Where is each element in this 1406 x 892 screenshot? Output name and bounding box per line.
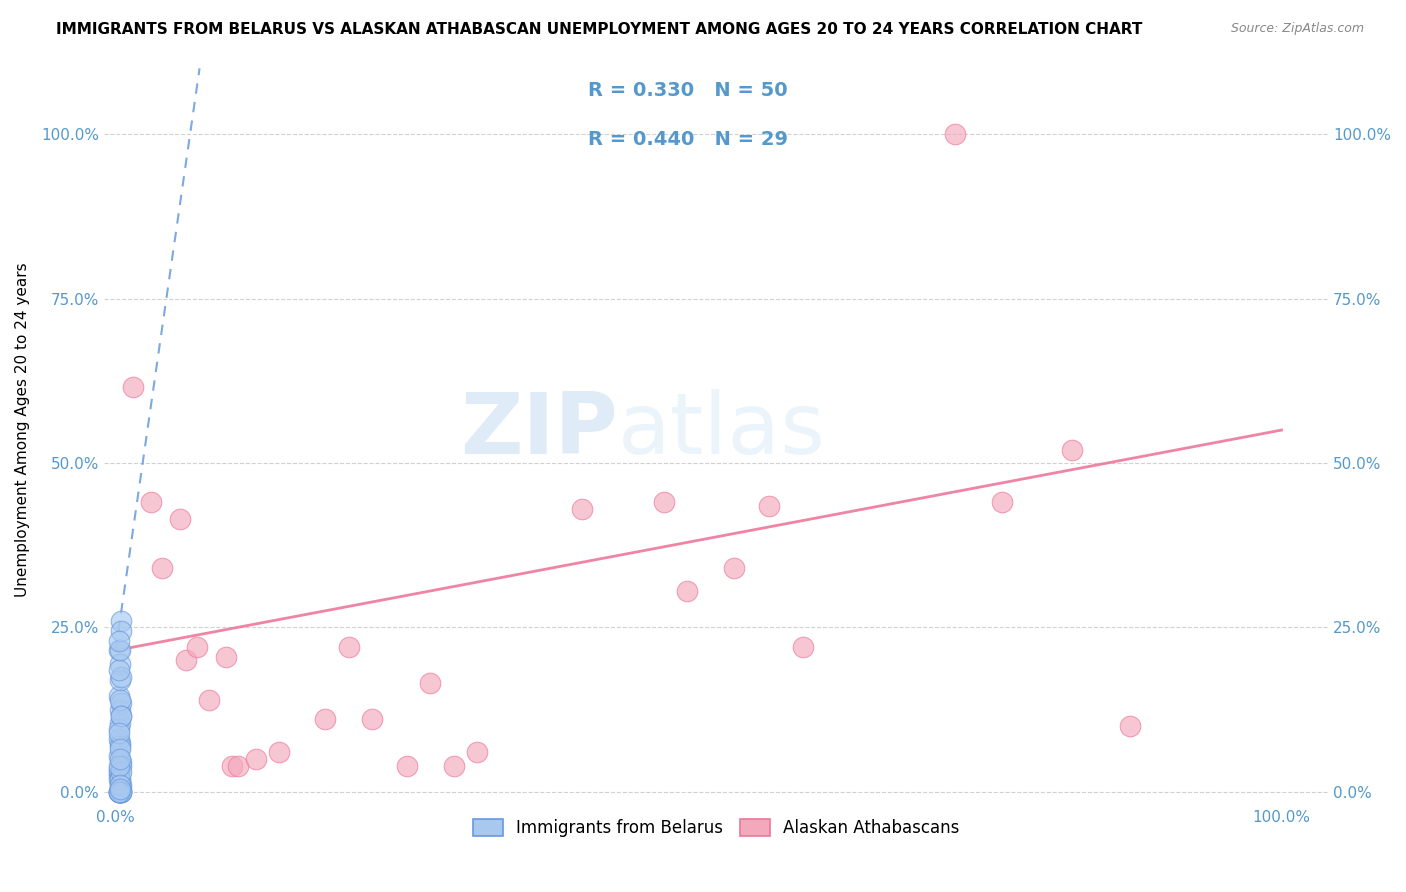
Point bbox=[110, 742, 132, 756]
Point bbox=[108, 732, 131, 747]
Point bbox=[198, 692, 221, 706]
Point bbox=[110, 643, 132, 657]
Text: R = 0.440   N = 29: R = 0.440 N = 29 bbox=[588, 130, 787, 149]
Point bbox=[110, 781, 132, 796]
Point bbox=[110, 624, 132, 638]
Point bbox=[110, 758, 132, 772]
Point bbox=[150, 561, 173, 575]
Point bbox=[110, 715, 132, 730]
Point bbox=[108, 785, 131, 799]
Point bbox=[108, 643, 131, 657]
Point bbox=[110, 772, 132, 786]
Point bbox=[110, 778, 132, 792]
Point bbox=[990, 495, 1012, 509]
Point bbox=[108, 633, 131, 648]
Point bbox=[465, 745, 488, 759]
Text: atlas: atlas bbox=[619, 389, 827, 472]
Point bbox=[108, 762, 131, 776]
Point bbox=[110, 673, 132, 687]
Point bbox=[110, 785, 132, 799]
Point bbox=[108, 725, 131, 739]
Point bbox=[110, 703, 132, 717]
Point bbox=[110, 657, 132, 671]
Point bbox=[110, 709, 132, 723]
Point bbox=[337, 640, 360, 654]
Point bbox=[110, 785, 132, 799]
Point bbox=[215, 650, 238, 665]
Text: Source: ZipAtlas.com: Source: ZipAtlas.com bbox=[1230, 22, 1364, 36]
Point bbox=[110, 752, 132, 766]
Point bbox=[108, 663, 131, 677]
Point bbox=[110, 614, 132, 628]
Point bbox=[267, 745, 290, 759]
Point bbox=[110, 670, 132, 684]
Point bbox=[174, 653, 197, 667]
Point bbox=[110, 778, 132, 792]
Point bbox=[314, 713, 336, 727]
Point bbox=[110, 756, 132, 770]
Point bbox=[108, 723, 131, 737]
Point bbox=[758, 499, 780, 513]
Point bbox=[108, 772, 131, 786]
Point bbox=[169, 512, 191, 526]
Text: ZIP: ZIP bbox=[460, 389, 619, 472]
Point bbox=[443, 758, 465, 772]
Y-axis label: Unemployment Among Ages 20 to 24 years: Unemployment Among Ages 20 to 24 years bbox=[15, 263, 30, 598]
Point bbox=[652, 495, 675, 509]
Point bbox=[108, 748, 131, 763]
Point bbox=[110, 775, 132, 789]
Point bbox=[110, 739, 132, 753]
Point bbox=[1119, 719, 1142, 733]
Point bbox=[226, 758, 249, 772]
Point bbox=[571, 502, 593, 516]
Point bbox=[108, 765, 131, 780]
Point bbox=[221, 758, 243, 772]
Point bbox=[139, 495, 162, 509]
Point bbox=[792, 640, 814, 654]
Point bbox=[108, 768, 131, 782]
Point bbox=[361, 713, 384, 727]
Point bbox=[110, 785, 132, 799]
Point bbox=[108, 785, 131, 799]
Point bbox=[110, 735, 132, 749]
Point bbox=[245, 752, 267, 766]
Point bbox=[108, 690, 131, 704]
Point bbox=[108, 785, 131, 799]
Point bbox=[1060, 442, 1083, 457]
Legend: Immigrants from Belarus, Alaskan Athabascans: Immigrants from Belarus, Alaskan Athabas… bbox=[464, 811, 967, 846]
Point bbox=[110, 692, 132, 706]
Point bbox=[122, 380, 145, 394]
Point bbox=[396, 758, 419, 772]
Point bbox=[419, 676, 441, 690]
Point bbox=[108, 785, 131, 799]
Point bbox=[723, 561, 745, 575]
Point bbox=[676, 584, 699, 599]
Point bbox=[186, 640, 208, 654]
Point bbox=[110, 765, 132, 780]
Point bbox=[110, 778, 132, 792]
Text: R = 0.330   N = 50: R = 0.330 N = 50 bbox=[588, 81, 787, 101]
Point bbox=[943, 127, 966, 141]
Point bbox=[108, 758, 131, 772]
Point bbox=[110, 696, 132, 710]
Point bbox=[110, 709, 132, 723]
Point bbox=[110, 785, 132, 799]
Text: IMMIGRANTS FROM BELARUS VS ALASKAN ATHABASCAN UNEMPLOYMENT AMONG AGES 20 TO 24 Y: IMMIGRANTS FROM BELARUS VS ALASKAN ATHAB… bbox=[56, 22, 1143, 37]
Point bbox=[108, 785, 131, 799]
Point bbox=[110, 781, 132, 796]
Point bbox=[110, 785, 132, 799]
Point bbox=[110, 785, 132, 799]
